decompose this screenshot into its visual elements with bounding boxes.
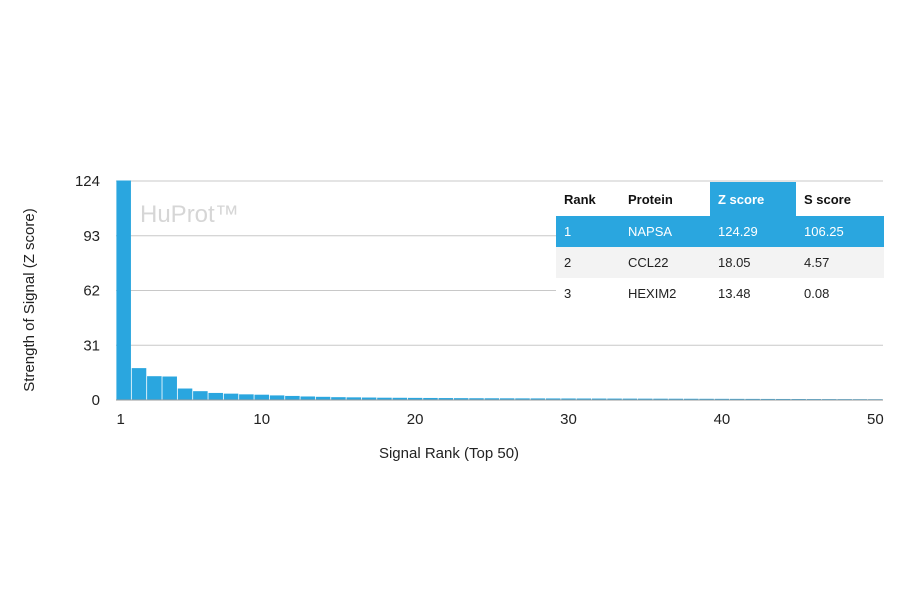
table-row: 2 CCL22 18.05 4.57 bbox=[556, 247, 884, 278]
cell-rank: 3 bbox=[556, 278, 620, 309]
y-tick-label: 31 bbox=[83, 337, 100, 354]
table-row: 3 HEXIM2 13.48 0.08 bbox=[556, 278, 884, 309]
bar-rank-39 bbox=[699, 398, 714, 400]
x-tick-labels: 1 10 20 30 40 50 bbox=[116, 411, 883, 428]
bar-rank-20 bbox=[407, 397, 423, 400]
y-axis-label: Strength of Signal (Z score) bbox=[21, 208, 38, 391]
x-tick-label: 50 bbox=[867, 411, 884, 428]
bar-rank-12 bbox=[285, 395, 300, 400]
bar-rank-36 bbox=[653, 398, 668, 400]
header-protein: Protein bbox=[620, 182, 710, 216]
bar-rank-28 bbox=[530, 398, 546, 400]
x-tick-label: 1 bbox=[116, 411, 124, 428]
bar-rank-23 bbox=[453, 398, 469, 400]
table-row: 1 NAPSA 124.29 106.25 bbox=[556, 216, 884, 247]
cell-z-score: 124.29 bbox=[710, 216, 796, 247]
y-tick-label: 124 bbox=[75, 173, 100, 190]
y-tick-labels: 0 31 62 93 124 bbox=[75, 173, 100, 409]
y-tick-label: 0 bbox=[92, 392, 100, 409]
bar-rank-43 bbox=[760, 398, 776, 400]
bar-rank-18 bbox=[377, 397, 392, 400]
cell-protein: CCL22 bbox=[620, 247, 710, 278]
y-tick-label: 93 bbox=[83, 228, 100, 245]
watermark-text: HuProt™ bbox=[140, 201, 239, 228]
bar-rank-21 bbox=[423, 397, 438, 400]
x-tick-label: 40 bbox=[714, 411, 731, 428]
bar-rank-26 bbox=[499, 398, 515, 400]
x-tick-label: 30 bbox=[560, 411, 577, 428]
cell-rank: 1 bbox=[556, 216, 620, 247]
cell-z-score: 18.05 bbox=[710, 247, 796, 278]
bar-rank-38 bbox=[683, 398, 699, 400]
bar-rank-4 bbox=[162, 376, 177, 400]
bar-rank-15 bbox=[331, 397, 346, 400]
bar-rank-24 bbox=[469, 398, 484, 400]
cell-s-score: 4.57 bbox=[796, 247, 884, 278]
x-axis-label: Signal Rank (Top 50) bbox=[379, 445, 519, 462]
bar-rank-3 bbox=[147, 376, 162, 400]
bar-rank-11 bbox=[269, 395, 285, 400]
bar-rank-1 bbox=[116, 180, 131, 400]
bar-rank-14 bbox=[315, 396, 331, 400]
bar-rank-29 bbox=[545, 398, 561, 400]
bar-rank-41 bbox=[730, 398, 745, 400]
cell-protein: NAPSA bbox=[620, 216, 710, 247]
cell-rank: 2 bbox=[556, 247, 620, 278]
bar-rank-35 bbox=[637, 398, 653, 400]
bars bbox=[116, 180, 883, 400]
bar-rank-13 bbox=[300, 396, 316, 400]
bar-rank-8 bbox=[223, 393, 239, 400]
cell-s-score: 106.25 bbox=[796, 216, 884, 247]
bar-rank-27 bbox=[515, 398, 530, 400]
cell-protein: HEXIM2 bbox=[620, 278, 710, 309]
bar-rank-5 bbox=[177, 388, 193, 400]
bar-rank-31 bbox=[576, 398, 592, 400]
bar-rank-32 bbox=[591, 398, 607, 400]
bar-rank-30 bbox=[561, 398, 576, 400]
header-s-score: S score bbox=[796, 182, 884, 216]
bar-rank-6 bbox=[193, 391, 208, 400]
bar-rank-17 bbox=[361, 397, 377, 400]
header-z-score: Z score bbox=[710, 182, 796, 216]
bar-rank-7 bbox=[208, 392, 223, 400]
bar-rank-16 bbox=[346, 397, 362, 400]
cell-s-score: 0.08 bbox=[796, 278, 884, 309]
bar-rank-44 bbox=[776, 398, 791, 400]
x-tick-label: 10 bbox=[253, 411, 270, 428]
bar-rank-42 bbox=[745, 398, 760, 400]
bar-rank-25 bbox=[484, 398, 500, 400]
cell-z-score: 13.48 bbox=[710, 278, 796, 309]
bar-rank-40 bbox=[714, 398, 730, 400]
table-header-row: Rank Protein Z score S score bbox=[556, 182, 884, 216]
header-rank: Rank bbox=[556, 182, 620, 216]
bar-rank-19 bbox=[392, 397, 408, 400]
bar-rank-22 bbox=[438, 398, 454, 400]
bar-rank-9 bbox=[239, 394, 254, 400]
bar-rank-37 bbox=[668, 398, 684, 400]
bar-rank-34 bbox=[622, 398, 638, 400]
top-hits-table: Rank Protein Z score S score 1 NAPSA 124… bbox=[556, 182, 884, 309]
y-tick-label: 62 bbox=[83, 283, 100, 300]
bar-rank-2 bbox=[131, 368, 147, 400]
bar-rank-10 bbox=[254, 394, 269, 400]
x-tick-label: 20 bbox=[407, 411, 424, 428]
bar-rank-33 bbox=[607, 398, 622, 400]
